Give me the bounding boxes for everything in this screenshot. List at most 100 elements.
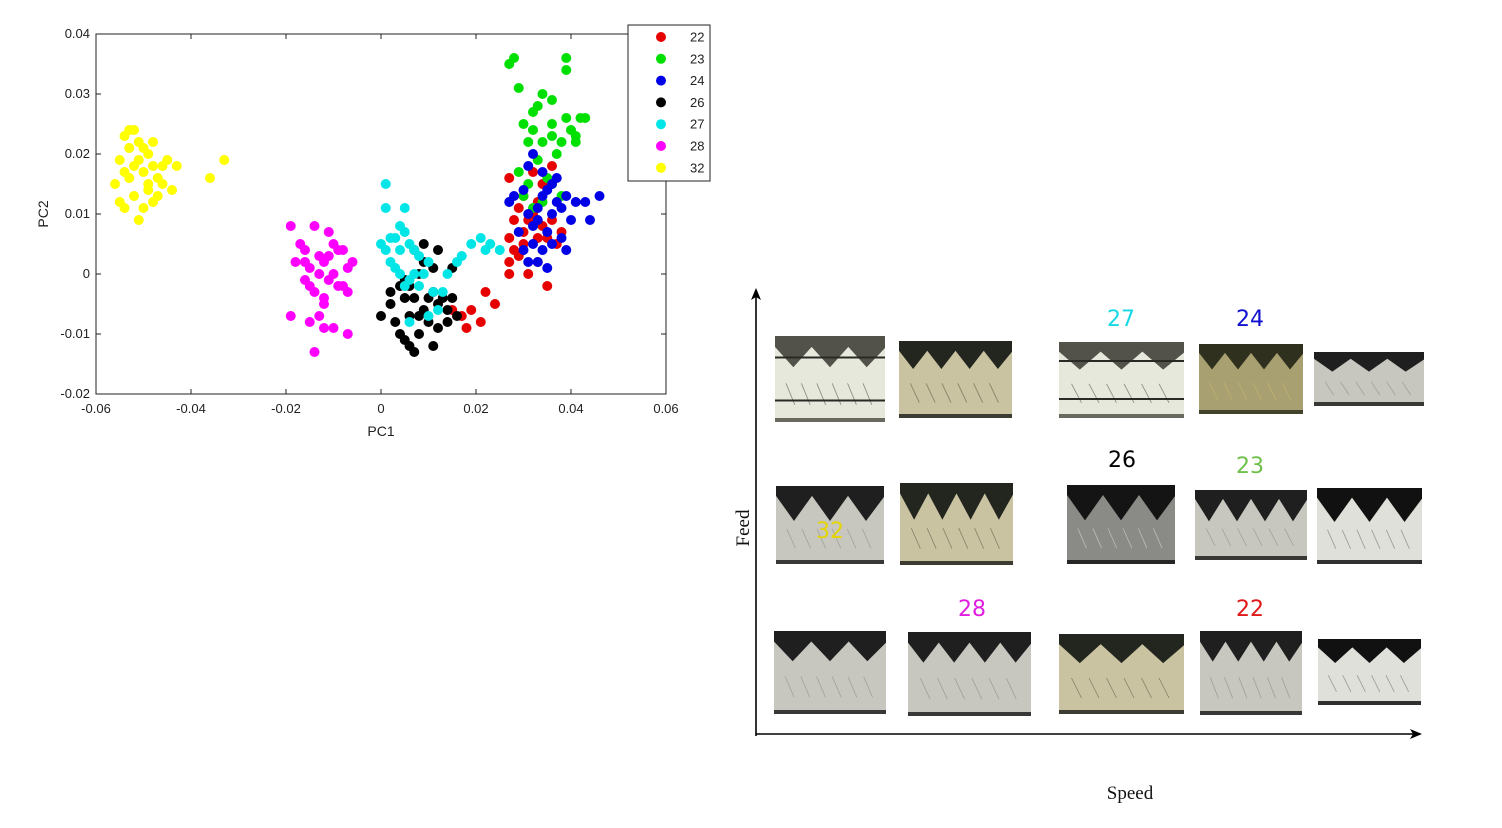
scatter-point	[442, 317, 453, 327]
scatter-point	[395, 221, 405, 231]
scatter-point	[504, 257, 515, 267]
micrograph-background	[1067, 485, 1175, 564]
legend: 22 23 24 26 27 28 32	[627, 24, 711, 182]
scatter-point	[485, 239, 496, 249]
texture-stroke	[862, 528, 872, 549]
bottom-edge	[776, 560, 884, 564]
texture-stroke	[785, 383, 796, 405]
texture-stroke	[1205, 528, 1216, 547]
scatter-point	[542, 281, 553, 291]
scatter-points	[110, 53, 605, 357]
micrograph-image	[774, 631, 886, 714]
scatter-point	[532, 203, 543, 213]
y-tick-label: -0.02	[60, 386, 90, 401]
bottom-edge	[1317, 560, 1422, 564]
bottom-edge	[1067, 560, 1175, 564]
plot-area	[95, 33, 667, 395]
scatter-point	[447, 293, 458, 303]
micrograph-background	[1195, 490, 1307, 560]
scatter-point	[523, 137, 534, 147]
scatter-point	[452, 311, 462, 321]
scatter-point	[556, 137, 567, 147]
scatter-point	[566, 215, 576, 225]
scatter-point	[399, 293, 410, 303]
bottom-edge	[1195, 556, 1307, 560]
scatter-point	[304, 263, 315, 273]
scatter-point	[219, 155, 230, 165]
texture-stroke	[1141, 383, 1152, 403]
bottom-edge	[899, 414, 1012, 418]
scatter-point	[513, 203, 524, 213]
scatter-point	[205, 173, 215, 183]
bottom-edge	[774, 710, 886, 714]
bottom-edge	[775, 418, 885, 422]
thread-profile	[899, 341, 1012, 370]
scatter-point	[556, 203, 567, 213]
x-axis-ticks: -0.06 -0.04 -0.02 0 0.02 0.04 0.06	[81, 34, 679, 416]
thread-profile	[776, 486, 884, 521]
thread-profile	[1059, 634, 1184, 664]
thread-profile	[775, 336, 885, 368]
scatter-point	[542, 227, 553, 237]
scatter-point	[437, 287, 448, 297]
texture-stroke	[1401, 381, 1412, 396]
texture-stroke	[1281, 382, 1291, 401]
thread-profile	[900, 483, 1013, 520]
texture-stroke	[1400, 529, 1410, 549]
texture-stroke	[973, 383, 983, 403]
condition-number: 24	[1236, 307, 1264, 332]
texture-stroke	[925, 383, 936, 403]
texture-stroke	[1281, 677, 1291, 699]
legend-entry: 24	[690, 73, 704, 88]
scatter-point	[418, 269, 429, 279]
scatter-point	[385, 233, 396, 243]
texture-stroke	[816, 528, 827, 549]
series-24	[504, 149, 605, 273]
scatter-point	[428, 341, 439, 351]
micrograph-background	[775, 336, 885, 422]
scatter-point	[442, 269, 453, 279]
scatter-point	[124, 125, 135, 135]
scatter-point	[385, 287, 396, 297]
scatter-point	[152, 191, 163, 201]
micrograph-background	[908, 632, 1031, 716]
thread-profile	[1314, 352, 1424, 372]
scatter-point	[528, 239, 538, 249]
micrograph-image: 32	[776, 486, 884, 564]
scatter-point	[390, 317, 401, 327]
texture-stroke	[1088, 677, 1100, 699]
legend-marker	[656, 141, 666, 151]
scatter-point	[404, 317, 415, 327]
condition-number: 27	[1107, 307, 1135, 332]
condition-number: 23	[1236, 454, 1264, 479]
texture-stroke	[1340, 381, 1350, 396]
scatter-point	[380, 245, 391, 255]
texture-stroke	[1284, 528, 1294, 547]
texture-stroke	[1122, 528, 1133, 549]
scatter-point	[399, 203, 410, 213]
y-axis-ticks: -0.02 -0.01 0 0.01 0.02 0.03 0.04	[60, 26, 666, 401]
scatter-point	[490, 299, 500, 309]
texture-stroke	[909, 383, 920, 403]
y-tick-label: 0.01	[65, 206, 90, 221]
texture-stroke	[989, 383, 999, 403]
texture-stroke	[863, 676, 873, 698]
scatter-point	[319, 299, 329, 309]
scatter-point	[580, 197, 591, 207]
scatter-point	[547, 119, 557, 129]
bottom-edge	[908, 712, 1031, 716]
texture-stroke	[954, 678, 965, 700]
micrograph-background	[1314, 352, 1424, 406]
scatter-point	[570, 131, 581, 141]
bottom-edge	[1318, 701, 1421, 705]
scatter-point	[314, 269, 325, 279]
scatter-point	[148, 161, 158, 171]
texture-stroke	[1342, 675, 1352, 692]
thread-profile	[908, 632, 1031, 663]
scatter-point	[409, 269, 420, 279]
scatter-point	[338, 245, 348, 255]
scatter-point	[376, 311, 386, 321]
texture-stroke	[1385, 675, 1395, 692]
texture-stroke	[1106, 677, 1117, 699]
scatter-point	[319, 323, 329, 333]
